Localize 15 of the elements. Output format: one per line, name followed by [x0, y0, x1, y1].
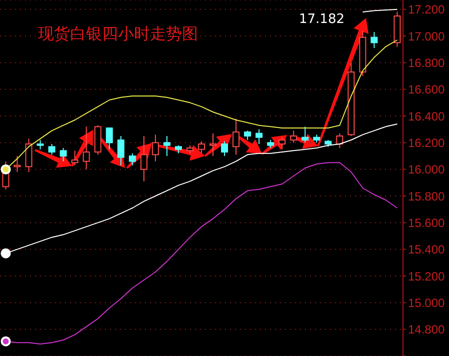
- y-tick-label: 15.000: [408, 296, 446, 310]
- y-tick-label: 15.200: [408, 269, 446, 284]
- y-tick-label: 15.400: [408, 242, 446, 257]
- y-tick-label: 16.400: [408, 109, 446, 124]
- annotation: 17.182: [299, 12, 344, 27]
- y-tick-label: 16.800: [408, 56, 446, 70]
- y-tick-label: 15.600: [408, 216, 446, 230]
- y-tick-label: 17.200: [408, 2, 446, 17]
- y-tick-label: 17.000: [408, 29, 446, 44]
- y-tick-label: 16.200: [408, 136, 446, 150]
- y-tick-label: 16.600: [408, 82, 446, 97]
- y-tick-label: 14.800: [408, 322, 446, 337]
- y-tick-label: 15.800: [408, 189, 446, 204]
- text: 现货白银四小时走势图: [38, 24, 198, 45]
- y-tick-label: 16.000: [408, 162, 446, 177]
